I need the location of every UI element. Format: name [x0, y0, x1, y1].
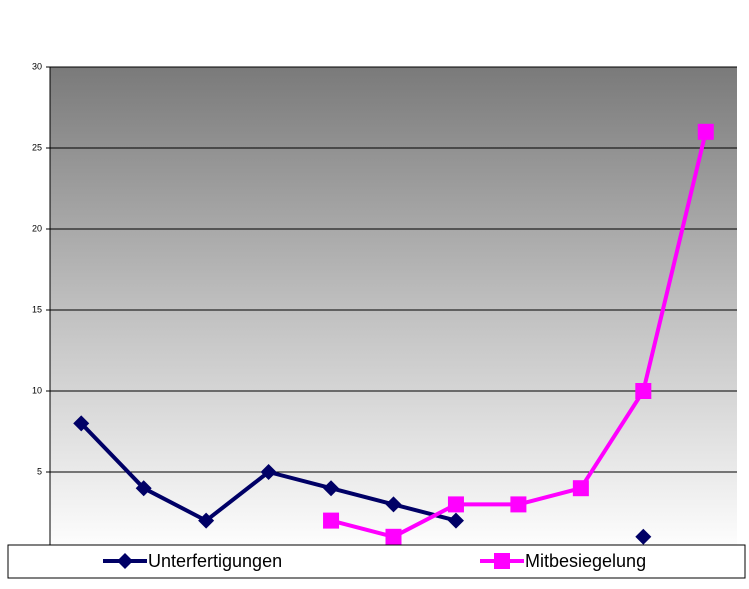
marker: [494, 553, 510, 569]
marker: [73, 415, 90, 432]
y-tick-label: 10: [32, 385, 42, 395]
marker: [635, 528, 652, 545]
y-tick-label: 25: [32, 142, 42, 152]
marker: [385, 496, 402, 513]
y-tick-label: 15: [32, 304, 42, 314]
plot-area: [50, 67, 737, 545]
grid: 5 10 15 20 25 30: [32, 61, 737, 545]
marker: [385, 528, 402, 545]
marker: [635, 383, 652, 399]
marker: [198, 512, 215, 529]
legend-label: Mitbesiegelung: [525, 551, 646, 571]
y-tick-label: 20: [32, 223, 42, 233]
marker: [510, 496, 527, 513]
marker: [323, 480, 340, 497]
marker: [117, 553, 133, 569]
lines: [73, 123, 714, 545]
y-tick-label: 5: [37, 466, 42, 476]
marker: [572, 480, 589, 497]
legend-label: Unterfertigungen: [148, 551, 282, 571]
y-tick-label: 30: [32, 61, 42, 71]
marker: [447, 512, 464, 529]
marker: [260, 464, 277, 480]
marker: [135, 480, 152, 497]
marker: [323, 512, 340, 529]
legend: Unterfertigungen Mitbesiegelung: [103, 551, 646, 571]
marker: [697, 123, 714, 140]
marker: [447, 496, 464, 513]
